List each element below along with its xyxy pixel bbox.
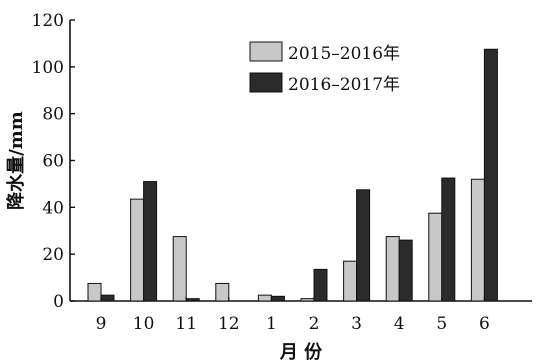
legend: 2015–2016年 2016–2017年 [249, 41, 400, 95]
bar-series-1-9 [87, 282, 102, 302]
x-tick-label: 4 [394, 314, 405, 334]
bar-series-1-12 [215, 282, 230, 302]
bar-series-1-5 [428, 212, 443, 302]
y-tick-label: 20 [42, 245, 64, 265]
bar-series-2-11 [185, 298, 200, 302]
legend-swatch-1 [249, 41, 283, 62]
x-tick-label: 5 [436, 314, 447, 334]
bar-series-2-3 [356, 189, 371, 302]
bar-series-2-2 [313, 268, 328, 302]
x-tick-label: 6 [479, 314, 490, 334]
bar-series-1-1 [257, 294, 272, 302]
bar-series-1-2 [300, 298, 315, 302]
y-tick-label: 120 [32, 11, 64, 31]
y-tick-label: 60 [42, 152, 64, 172]
x-tick-label: 3 [351, 314, 362, 334]
bar-series-1-4 [385, 236, 400, 302]
bar-series-2-10 [143, 181, 158, 302]
bar-series-2-9 [100, 294, 115, 302]
bar-series-1-10 [130, 198, 145, 302]
x-tick-label: 12 [218, 314, 240, 334]
bar-series-1-11 [172, 236, 187, 302]
legend-swatch-2 [249, 72, 283, 93]
x-tick-label: 9 [96, 314, 107, 334]
y-tick-label: 80 [42, 105, 64, 125]
y-tick-label: 0 [53, 292, 64, 312]
bar-series-1-3 [343, 260, 358, 302]
y-tick-label: 100 [32, 58, 64, 78]
legend-label-1: 2015–2016年 [288, 44, 400, 64]
bar-series-2-1 [270, 295, 285, 302]
bar-series-2-6 [483, 48, 498, 302]
legend-label-2: 2016–2017年 [288, 75, 400, 95]
bar-series-2-5 [441, 177, 456, 302]
x-tick-label: 11 [175, 314, 197, 334]
x-tick-label: 10 [133, 314, 155, 334]
x-axis-title: 月 份 [279, 341, 323, 363]
bar-series-2-4 [398, 239, 413, 302]
x-tick-label: 2 [309, 314, 320, 334]
bar-series-1-6 [470, 178, 485, 302]
y-axis-title: 降水量/mm [5, 111, 27, 210]
x-tick-label: 1 [266, 314, 277, 334]
y-tick-label: 40 [42, 198, 64, 218]
